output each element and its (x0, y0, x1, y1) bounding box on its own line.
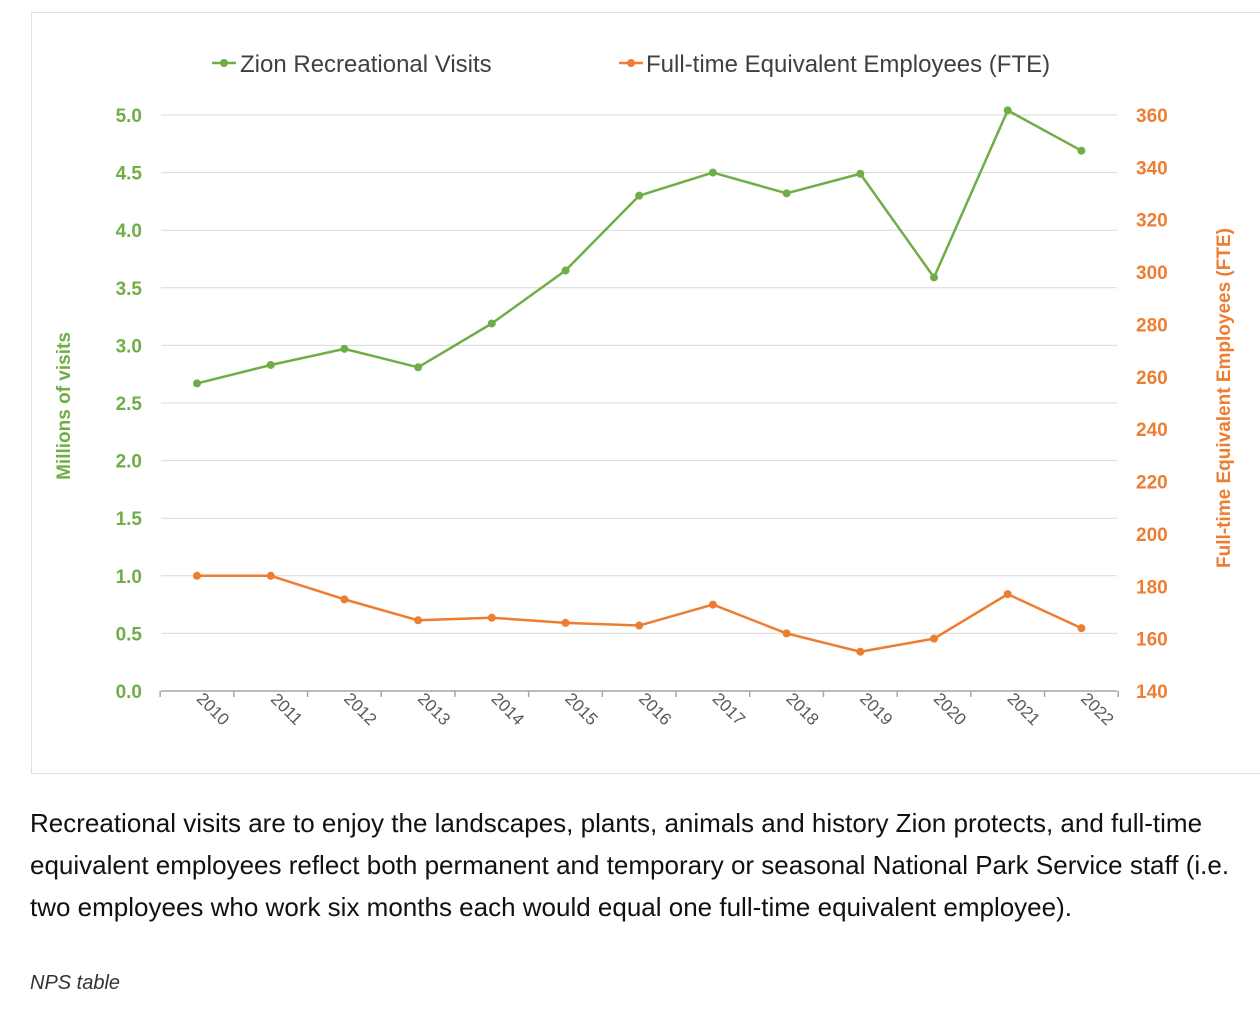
data-point (856, 647, 865, 656)
y-right-tick-label: 320 (1136, 211, 1168, 232)
data-point (1003, 106, 1012, 115)
y-right-tick-label: 240 (1136, 420, 1168, 441)
data-point (193, 571, 201, 580)
data-point (930, 273, 938, 282)
y-left-tick-label: 2.0 (116, 452, 142, 473)
data-point (1077, 624, 1086, 633)
chart-caption: Recreational visits are to enjoy the lan… (30, 808, 1230, 922)
data-point (1077, 146, 1086, 155)
x-tick-label: 2015 (561, 689, 601, 729)
x-tick-label: 2010 (193, 689, 233, 729)
legend-label: Full-time Equivalent Employees (FTE) (646, 51, 1050, 78)
x-tick-label: 2019 (856, 689, 896, 729)
y-right-tick-label: 340 (1136, 158, 1168, 179)
y-left-tick-label: 3.0 (116, 336, 142, 357)
x-tick-label: 2020 (930, 689, 970, 729)
data-point (193, 379, 201, 388)
legend-marker (627, 59, 635, 67)
y-right-tick-label: 300 (1136, 263, 1168, 284)
x-tick-label: 2012 (340, 689, 380, 729)
y-left-tick-label: 2.5 (116, 394, 143, 415)
data-point (635, 191, 644, 200)
x-tick-label: 2017 (709, 689, 749, 729)
data-point (930, 634, 938, 643)
data-point (266, 360, 275, 369)
y-left-tick-label: 0.0 (116, 682, 142, 703)
data-point (708, 600, 717, 609)
y-right-tick-label: 180 (1136, 577, 1168, 598)
data-point (487, 319, 496, 328)
x-tick-label: 2016 (635, 689, 675, 729)
data-point (340, 595, 349, 604)
data-point (782, 189, 791, 198)
x-tick-label: 2014 (488, 689, 528, 729)
chart: 0.0 0.5 1.0 1.5 2.0 2.5 3.0 3.5 4.0 4.5 5.0 140 160 1… (54, 51, 1235, 729)
x-tick-label: 2018 (782, 689, 822, 729)
x-tick-label: 2022 (1077, 689, 1117, 729)
y-left-tick-label: 4.0 (116, 221, 142, 242)
x-tick-label: 2021 (1003, 689, 1043, 729)
y-left-tick-label: 1.5 (116, 509, 143, 530)
y-left-tick-label: 5.0 (116, 106, 142, 127)
data-point (782, 629, 791, 638)
y-left-tick-label: 0.5 (116, 624, 143, 645)
data-point (1003, 590, 1012, 599)
data-point (340, 344, 349, 353)
x-tick-label: 2013 (414, 689, 454, 729)
data-point (708, 168, 717, 177)
data-point (414, 616, 423, 625)
y-left-axis-title: Millions of visits (54, 332, 75, 480)
y-right-tick-label: 280 (1136, 315, 1168, 336)
y-right-tick-label: 360 (1136, 106, 1168, 127)
source-credit: NPS table (30, 972, 121, 994)
data-point (487, 613, 496, 622)
y-left-tick-label: 4.5 (116, 164, 143, 185)
y-right-tick-label: 160 (1136, 630, 1168, 651)
y-left-tick-label: 3.5 (116, 279, 143, 300)
y-left-tick-label: 1.0 (116, 567, 142, 588)
series-line-2 (197, 574, 1082, 653)
y-right-axis-title: Full-time Equivalent Employees (FTE) (1214, 228, 1235, 568)
data-point (561, 618, 570, 627)
y-right-tick-label: 200 (1136, 525, 1168, 546)
legend-label: Zion Recreational Visits (240, 51, 492, 78)
y-right-tick-label: 140 (1136, 682, 1168, 703)
y-right-tick-label: 260 (1136, 368, 1168, 389)
data-point (414, 363, 423, 372)
data-point (561, 266, 570, 275)
data-point (856, 169, 865, 178)
data-point (635, 621, 644, 630)
chart-frame (31, 12, 1260, 774)
y-right-tick-label: 220 (1136, 473, 1168, 494)
x-tick-label: 2011 (267, 689, 306, 728)
data-point (266, 571, 275, 580)
series-line-1 (196, 109, 1082, 385)
legend-marker (220, 59, 228, 67)
